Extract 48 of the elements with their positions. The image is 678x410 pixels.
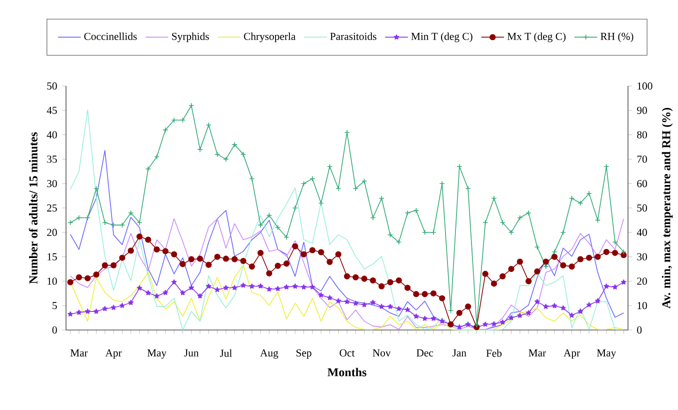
line-series (70, 150, 624, 330)
y2-tick-label: 30 (637, 253, 647, 260)
y2-tick-label: 40 (636, 228, 647, 236)
y-tick-label: 0 (52, 326, 57, 334)
y-tick-label: 10 (48, 278, 57, 285)
y-tick-label: 25 (47, 204, 57, 212)
legend-label: Min T (deg C) (411, 32, 472, 42)
y2-tick-label: 0 (637, 326, 642, 334)
x-tick-label: May (147, 349, 167, 359)
x-tick-label: Oct (340, 349, 355, 357)
legend-label: Coccinellids (84, 32, 137, 40)
y2-tick-label: 90 (637, 106, 647, 114)
y-tick-label: 45 (46, 106, 57, 114)
y-tick-label: 5 (52, 302, 57, 310)
x-tick-label: Jan (452, 349, 466, 356)
x-tick-label: Mar (528, 349, 546, 356)
x-axis-title: Months (328, 368, 366, 376)
y-tick-label: 20 (47, 228, 57, 236)
y2-tick-label: 10 (638, 302, 647, 310)
x-tick-label: Feb (486, 349, 502, 357)
y-tick-label: 30 (47, 180, 57, 188)
y2-tick-label: 100 (638, 82, 652, 90)
y-tick-label: 40 (46, 131, 57, 138)
legend-label: Syrphids (172, 32, 209, 42)
x-tick-label: Jun (184, 349, 199, 356)
y-axis-title: Number of adults/ 15 minutes (28, 132, 38, 284)
y2-tick-label: 60 (637, 180, 647, 188)
y2-axis-title: Av. min, max temperature and RH (%) (662, 108, 673, 308)
legend-label: Parasitoids (330, 32, 376, 40)
legend-label: Mx T (deg C) (507, 32, 566, 42)
x-tick-label: Jul (220, 349, 232, 357)
y-tick-label: 50 (47, 82, 57, 90)
y2-tick-label: 20 (637, 278, 647, 285)
legend-label: RH (%) (600, 32, 634, 42)
y-tick-label: 35 (47, 156, 57, 163)
x-tick-label: Dec (416, 349, 434, 356)
x-tick-label: Aug (260, 349, 278, 359)
y2-tick-label: 80 (637, 131, 647, 138)
x-tick-label: Apr (564, 349, 580, 359)
y-tick-label: 15 (48, 253, 57, 260)
x-tick-label: May (596, 349, 616, 359)
y2-tick-label: 70 (637, 156, 647, 163)
legend-label: Chrysoperla (244, 32, 296, 42)
x-tick-label: Apr (105, 349, 122, 359)
x-tick-label: Mar (70, 349, 88, 356)
x-tick-label: Sep (296, 349, 312, 359)
x-tick-label: Nov (372, 349, 391, 356)
y2-tick-label: 50 (637, 204, 647, 212)
